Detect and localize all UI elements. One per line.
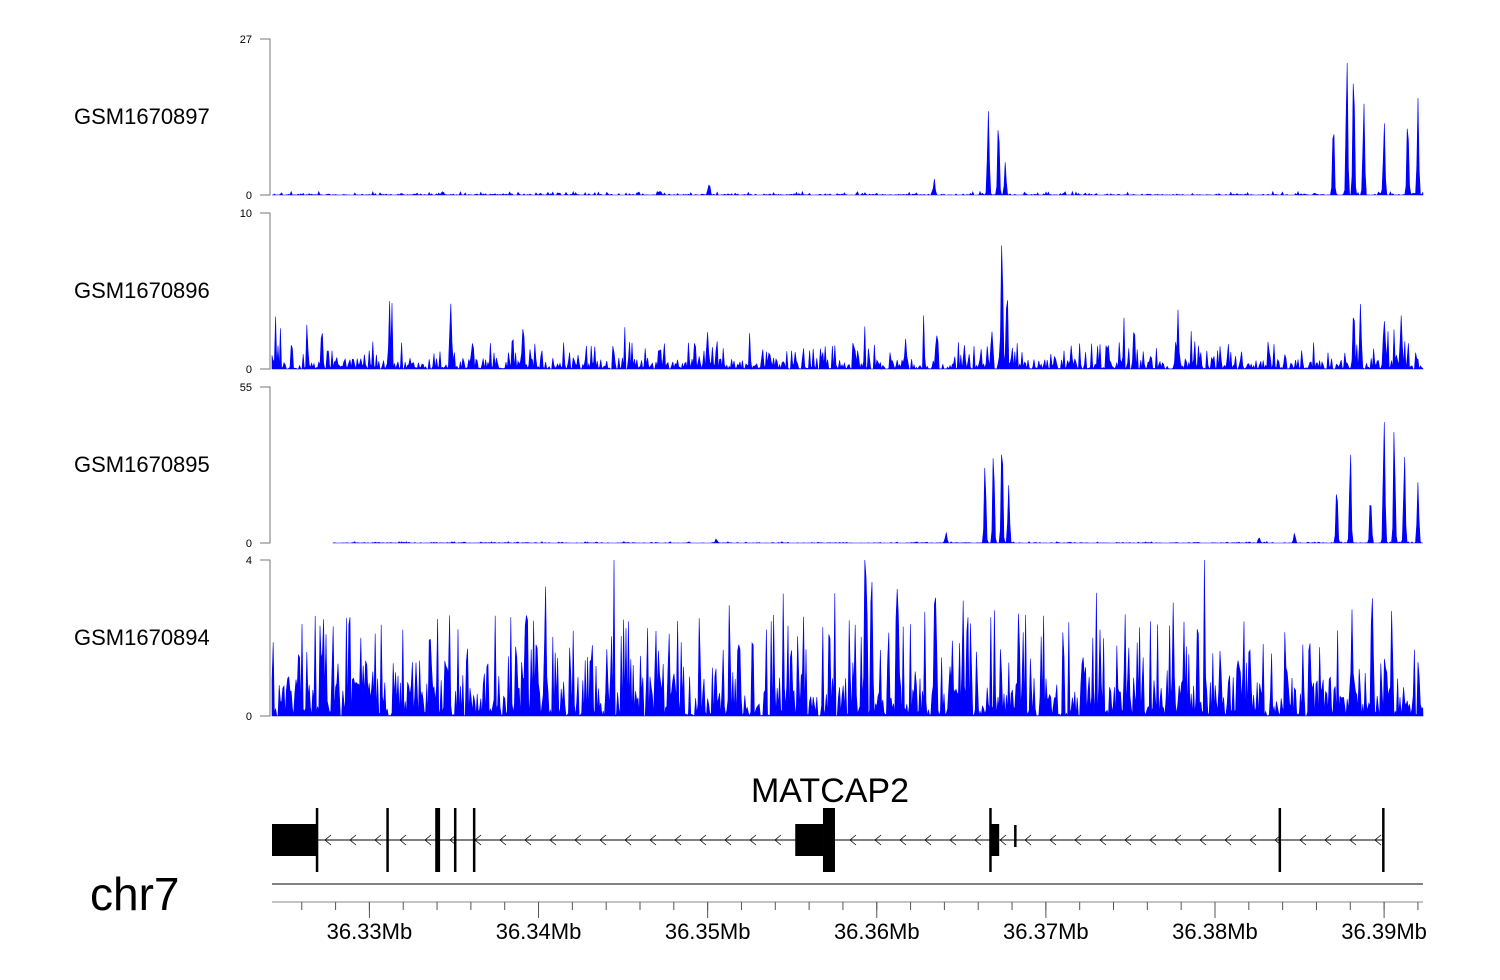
strand-arrow-icon (974, 834, 982, 846)
strand-arrow-icon (324, 834, 332, 846)
strand-arrow-icon (674, 834, 682, 846)
exon (472, 808, 476, 872)
strand-arrow-icon (424, 834, 432, 846)
strand-arrow-icon (1199, 834, 1207, 846)
x-tick-label: 36.37Mb (1003, 919, 1089, 944)
gene-name-label: MATCAP2 (751, 772, 909, 810)
strand-arrow-icon (499, 834, 507, 846)
strand-arrow-icon (949, 834, 957, 846)
y-max-label: 27 (240, 34, 252, 46)
exon (453, 808, 457, 872)
signal-area (272, 62, 1424, 196)
exon (1382, 808, 1385, 872)
strand-arrow-icon (1149, 834, 1157, 846)
y-max-label: 4 (246, 555, 252, 567)
exon (435, 808, 441, 872)
x-tick-label: 36.38Mb (1172, 919, 1258, 944)
signal-area (271, 559, 1424, 717)
y-min-label: 0 (246, 538, 252, 550)
strand-arrow-icon (874, 834, 882, 846)
x-tick-label: 36.39Mb (1341, 919, 1427, 944)
gene-track: MATCAP2 (272, 772, 1423, 885)
strand-arrow-icon (649, 834, 657, 846)
x-tick-label: 36.33Mb (327, 919, 413, 944)
exon (272, 824, 317, 856)
strand-arrow-icon (699, 834, 707, 846)
exon (1014, 825, 1017, 847)
y-axis (260, 38, 271, 196)
y-max-label: 10 (240, 208, 252, 220)
signal-tracks: GSM1670897270GSM1670896100GSM1670895550G… (74, 34, 1424, 723)
strand-arrow-icon (899, 834, 907, 846)
x-tick-label: 36.35Mb (665, 919, 751, 944)
strand-arrow-icon (599, 834, 607, 846)
exon (1278, 808, 1282, 872)
strand-arrow-icon (524, 834, 532, 846)
strand-arrow-icon (1124, 834, 1132, 846)
signal-area (271, 245, 1424, 371)
y-min-label: 0 (246, 190, 252, 202)
y-axis (260, 386, 271, 544)
x-tick-label: 36.36Mb (834, 919, 920, 944)
strand-arrow-icon (349, 834, 357, 846)
track-GSM1670897: GSM1670897 27 0 (74, 34, 1424, 202)
strand-arrow-icon (1249, 834, 1257, 846)
strand-arrow-icon (399, 834, 407, 846)
y-axis (260, 559, 271, 717)
strand-arrow-icon (1049, 834, 1057, 846)
exon (315, 808, 319, 872)
strand-arrow-icon (1074, 834, 1082, 846)
track-GSM1670895: GSM1670895 55 0 (74, 382, 1423, 550)
exon (795, 824, 823, 856)
strand-arrow-icon (1174, 834, 1182, 846)
track-label: GSM1670895 (74, 452, 210, 477)
strand-arrow-icon (1299, 834, 1307, 846)
y-max-label: 55 (240, 382, 252, 394)
exon (822, 808, 835, 872)
track-label: GSM1670896 (74, 278, 210, 303)
strand-arrow-icon (1224, 834, 1232, 846)
strand-arrow-icon (1374, 834, 1382, 846)
strand-arrow-icon (1024, 834, 1032, 846)
strand-arrow-icon (374, 834, 382, 846)
strand-arrow-icon (1349, 834, 1357, 846)
strand-arrow-icon (924, 834, 932, 846)
strand-arrow-icon (1099, 834, 1107, 846)
track-GSM1670896: GSM1670896 10 0 (74, 208, 1424, 376)
track-GSM1670894: GSM1670894 4 0 (74, 555, 1424, 723)
x-tick-label: 36.34Mb (496, 919, 582, 944)
track-label: GSM1670897 (74, 104, 210, 129)
strand-arrow-icon (774, 834, 782, 846)
exon (989, 808, 992, 872)
strand-arrow-icon (624, 834, 632, 846)
exon (991, 824, 1000, 856)
strand-arrow-icon (549, 834, 557, 846)
strand-arrow-icon (1324, 834, 1332, 846)
y-min-label: 0 (246, 711, 252, 723)
strand-arrow-icon (749, 834, 757, 846)
signal-area (332, 422, 1423, 544)
chromosome-label: chr7 (90, 868, 179, 920)
y-min-label: 0 (246, 364, 252, 376)
strand-arrow-icon (849, 834, 857, 846)
strand-arrow-icon (724, 834, 732, 846)
strand-arrow-icon (999, 834, 1007, 846)
strand-arrow-icon (574, 834, 582, 846)
track-label: GSM1670894 (74, 625, 210, 650)
y-axis (260, 212, 271, 370)
genome-axis: 36.33Mb 36.34Mb 36.35Mb 36.36Mb 36.37Mb 36.38… (272, 901, 1427, 944)
exon (386, 808, 389, 872)
